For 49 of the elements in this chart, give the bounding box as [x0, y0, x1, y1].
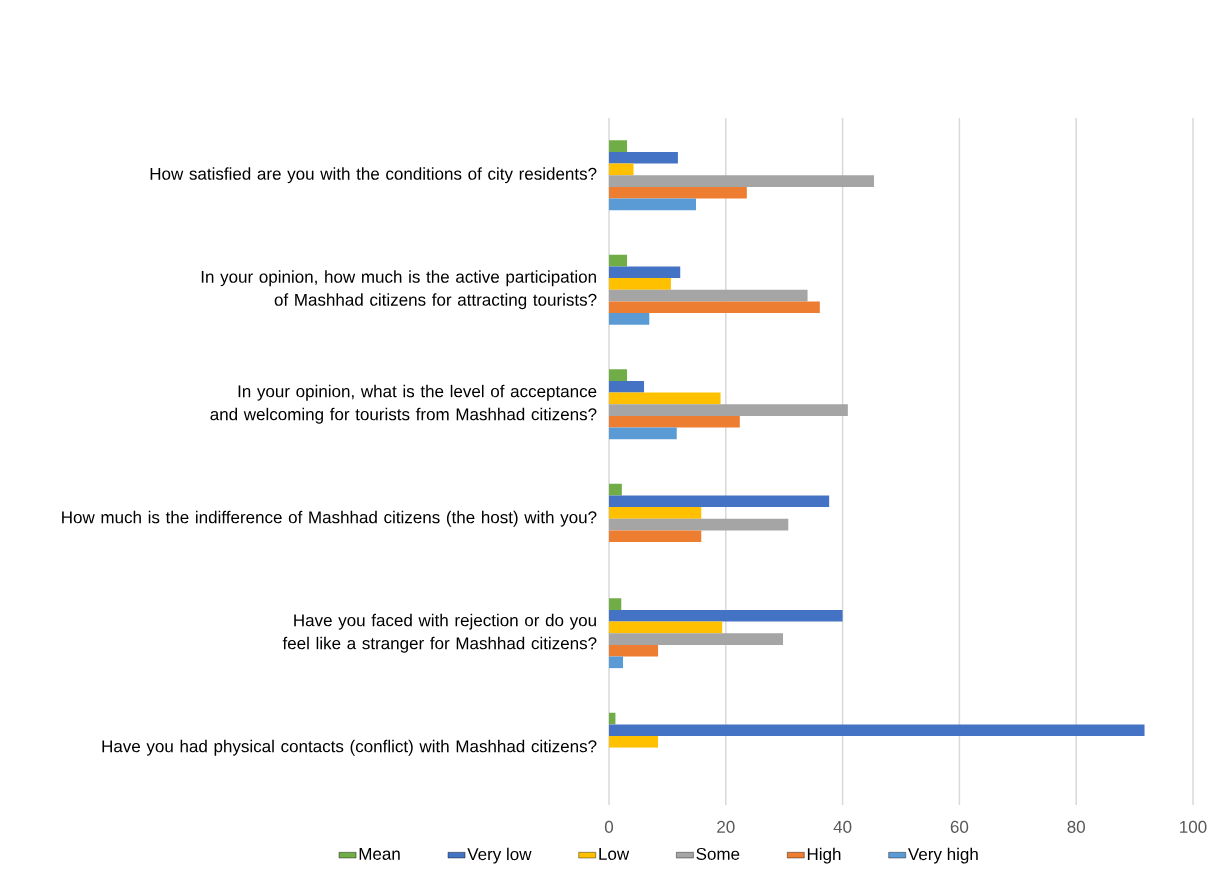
- bar: [609, 530, 702, 543]
- bar: [609, 380, 645, 393]
- y-tick-label: Have you faced with rejection or do you feel like a stranger for Mashhad citizens?: [282, 613, 597, 653]
- bar: [609, 609, 843, 622]
- bar: [609, 507, 702, 519]
- bar: [609, 140, 628, 152]
- bar: [609, 724, 1145, 737]
- y-tick-label: In your opinion, what is the level of acceptance and welcoming for tourists from Mashhad citizens?: [210, 384, 597, 424]
- bar: [609, 644, 659, 657]
- legend-label: Low: [599, 848, 630, 860]
- bar: [609, 483, 622, 496]
- bar: [609, 736, 659, 748]
- bar: [609, 278, 671, 290]
- bar: [609, 301, 820, 314]
- legend-label: Very high: [908, 847, 978, 864]
- bar: [609, 415, 740, 428]
- bar: [609, 175, 875, 187]
- bar: [609, 427, 677, 440]
- legend-label: Mean: [359, 848, 400, 860]
- bar: [609, 598, 622, 610]
- bar: [609, 369, 628, 381]
- bar: [609, 621, 723, 634]
- bar: [609, 289, 808, 302]
- bar: [609, 404, 848, 416]
- x-tick-label: 60: [950, 820, 969, 833]
- bar: [609, 313, 650, 325]
- bar: [609, 656, 624, 669]
- legend-label: Very low: [467, 847, 532, 864]
- y-tick-label: How much is the indifference of Mashhad citizens (the host) with you?: [62, 510, 597, 527]
- y-tick-label: How satisfied are you with the conditions of city residents?: [150, 167, 597, 184]
- bar: [609, 198, 697, 211]
- x-tick-label: 100: [1180, 820, 1207, 833]
- bar: [609, 186, 747, 199]
- x-tick-label: 0: [604, 820, 614, 833]
- legend-label: High: [807, 847, 841, 864]
- bar: [609, 518, 789, 531]
- bar: [609, 254, 628, 267]
- x-tick-label: 80: [1067, 820, 1085, 833]
- bar: [609, 151, 678, 164]
- bar: [609, 495, 830, 508]
- bar: [609, 266, 681, 279]
- y-tick-label: In your opinion, how much is the active participation of Mashhad citizens for attracting tourists?: [201, 270, 597, 310]
- legend-label: Some: [696, 847, 740, 860]
- bar: [609, 163, 634, 176]
- x-tick-label: 40: [833, 820, 852, 833]
- x-tick-label: 20: [717, 820, 735, 833]
- bar: [609, 633, 784, 645]
- bar: [609, 392, 721, 405]
- y-tick-label: Have you had physical contacts (conflict) with Mashhad citizens?: [102, 739, 597, 756]
